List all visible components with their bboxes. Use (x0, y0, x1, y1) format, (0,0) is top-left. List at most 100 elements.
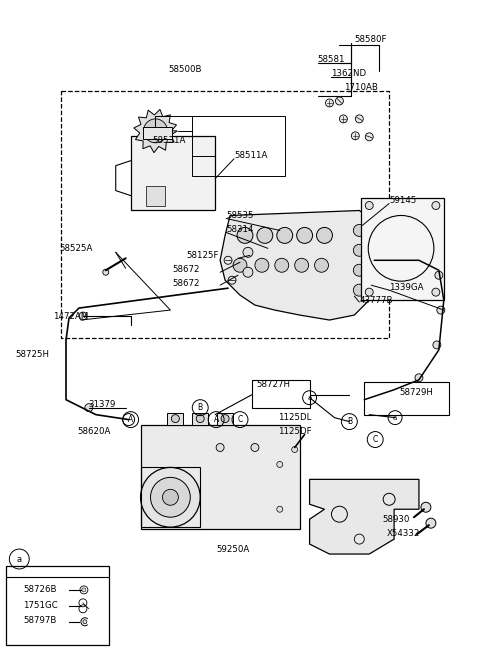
FancyBboxPatch shape (145, 186, 166, 205)
Text: 58729H: 58729H (399, 388, 433, 398)
Circle shape (196, 415, 204, 422)
Circle shape (426, 518, 436, 528)
Text: A: A (214, 415, 219, 424)
Circle shape (316, 228, 333, 243)
Text: 58797B: 58797B (23, 616, 57, 625)
Circle shape (216, 443, 224, 451)
Text: 1751GC: 1751GC (23, 602, 58, 610)
FancyBboxPatch shape (143, 127, 172, 139)
Circle shape (277, 228, 293, 243)
Circle shape (353, 264, 365, 276)
Circle shape (224, 256, 232, 264)
FancyBboxPatch shape (192, 413, 208, 424)
Circle shape (171, 415, 180, 422)
Polygon shape (310, 480, 419, 554)
Circle shape (123, 414, 134, 426)
Text: B: B (198, 403, 203, 412)
Text: 58500B: 58500B (168, 64, 202, 73)
Circle shape (421, 502, 431, 512)
Circle shape (277, 506, 283, 512)
Text: 31379: 31379 (89, 400, 116, 409)
Text: 58125F: 58125F (186, 251, 219, 260)
Text: 1339GA: 1339GA (389, 283, 424, 292)
Circle shape (85, 403, 93, 412)
Text: 59145: 59145 (389, 196, 417, 205)
Circle shape (228, 276, 236, 284)
Circle shape (295, 258, 309, 272)
Circle shape (233, 258, 247, 272)
Circle shape (297, 228, 312, 243)
Text: 43777B: 43777B (360, 296, 393, 304)
Circle shape (355, 115, 363, 123)
Circle shape (325, 99, 334, 107)
Circle shape (83, 620, 87, 624)
Circle shape (432, 201, 440, 209)
FancyBboxPatch shape (217, 413, 233, 424)
Circle shape (365, 288, 373, 296)
Text: 58726B: 58726B (23, 585, 57, 594)
Text: X54332: X54332 (387, 529, 420, 538)
Text: 1125DL: 1125DL (278, 413, 311, 422)
Circle shape (365, 201, 373, 209)
Circle shape (336, 97, 343, 105)
Text: 59250A: 59250A (216, 544, 250, 554)
Circle shape (365, 133, 373, 141)
Circle shape (243, 267, 253, 277)
Text: a: a (17, 554, 22, 564)
Circle shape (339, 115, 348, 123)
Circle shape (275, 258, 288, 272)
Text: 58930: 58930 (382, 515, 409, 523)
Text: 1472AM: 1472AM (53, 312, 88, 321)
Text: 58580F: 58580F (354, 35, 387, 44)
Circle shape (277, 461, 283, 468)
Circle shape (144, 119, 168, 143)
FancyBboxPatch shape (361, 197, 444, 300)
Circle shape (162, 489, 179, 505)
Text: 58511A: 58511A (234, 152, 267, 160)
Text: 1362ND: 1362ND (332, 69, 367, 77)
Text: 58314: 58314 (226, 225, 253, 234)
Circle shape (353, 244, 365, 256)
Circle shape (292, 447, 298, 453)
Circle shape (79, 312, 87, 320)
Text: C: C (372, 435, 378, 444)
Text: 58531A: 58531A (153, 136, 186, 145)
Text: 58620A: 58620A (77, 427, 110, 436)
Circle shape (151, 478, 190, 517)
Circle shape (141, 468, 200, 527)
Circle shape (353, 224, 365, 236)
Text: 58725H: 58725H (15, 350, 49, 359)
Polygon shape (220, 211, 379, 320)
Text: A: A (128, 415, 133, 424)
Circle shape (243, 247, 253, 257)
Circle shape (251, 443, 259, 451)
Text: B: B (347, 417, 352, 426)
Text: a: a (393, 415, 397, 420)
Text: 58581: 58581 (318, 54, 345, 64)
FancyBboxPatch shape (168, 413, 183, 424)
Text: C: C (238, 415, 242, 424)
Circle shape (255, 258, 269, 272)
Text: 58672: 58672 (172, 265, 200, 274)
Text: 58727H: 58727H (256, 380, 290, 389)
Circle shape (415, 374, 423, 382)
Circle shape (82, 588, 86, 592)
FancyBboxPatch shape (141, 424, 300, 529)
Circle shape (221, 415, 229, 422)
Text: 1125DF: 1125DF (278, 427, 312, 436)
Circle shape (433, 341, 441, 349)
Circle shape (257, 228, 273, 243)
Text: 58535: 58535 (226, 211, 253, 220)
Text: 58672: 58672 (172, 279, 200, 288)
Circle shape (432, 288, 440, 296)
Circle shape (435, 271, 443, 279)
Polygon shape (131, 136, 215, 211)
Text: a: a (308, 395, 312, 401)
Polygon shape (134, 110, 178, 153)
Circle shape (351, 132, 360, 140)
Circle shape (353, 284, 365, 296)
Circle shape (103, 269, 109, 276)
Circle shape (237, 228, 253, 243)
Text: 1710AB: 1710AB (344, 83, 378, 92)
Circle shape (314, 258, 328, 272)
